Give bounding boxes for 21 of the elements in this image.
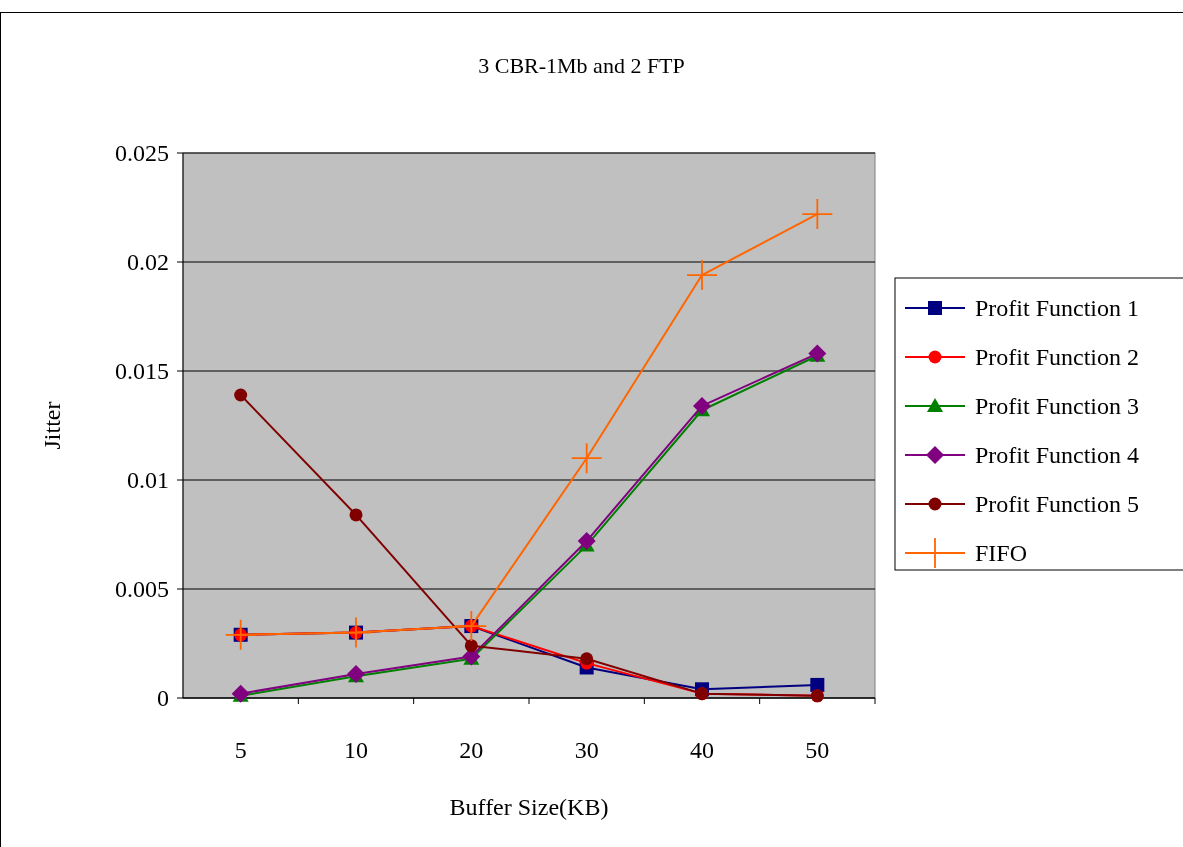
x-tick-label: 20 [459, 737, 484, 763]
y-axis-title: Jitter [39, 401, 65, 450]
legend-label: Profit Function 5 [975, 491, 1140, 518]
legend-label: Profit Function 2 [975, 344, 1140, 371]
chart-title: 3 CBR-1Mb and 2 FTP [478, 53, 685, 78]
y-tick-label: 0 [157, 685, 169, 712]
legend-label: Profit Function 1 [975, 295, 1140, 322]
x-axis-title: Buffer Size(KB) [449, 794, 609, 820]
y-tick-label: 0.005 [115, 576, 169, 603]
legend-label: Profit Function 4 [975, 442, 1140, 469]
y-tick-label: 0.025 [115, 140, 169, 167]
legend-label: FIFO [975, 540, 1028, 567]
y-tick-label: 0.02 [127, 249, 169, 276]
x-tick-label: 40 [690, 737, 714, 763]
x-tick-label: 5 [234, 737, 247, 763]
y-tick-label: 0.01 [127, 467, 169, 494]
y-tick-label: 0.015 [115, 358, 169, 385]
legend-label: Profit Function 3 [975, 393, 1140, 420]
x-tick-label: 50 [805, 737, 830, 763]
x-tick-label: 10 [344, 737, 368, 763]
x-tick-label: 30 [574, 737, 599, 763]
